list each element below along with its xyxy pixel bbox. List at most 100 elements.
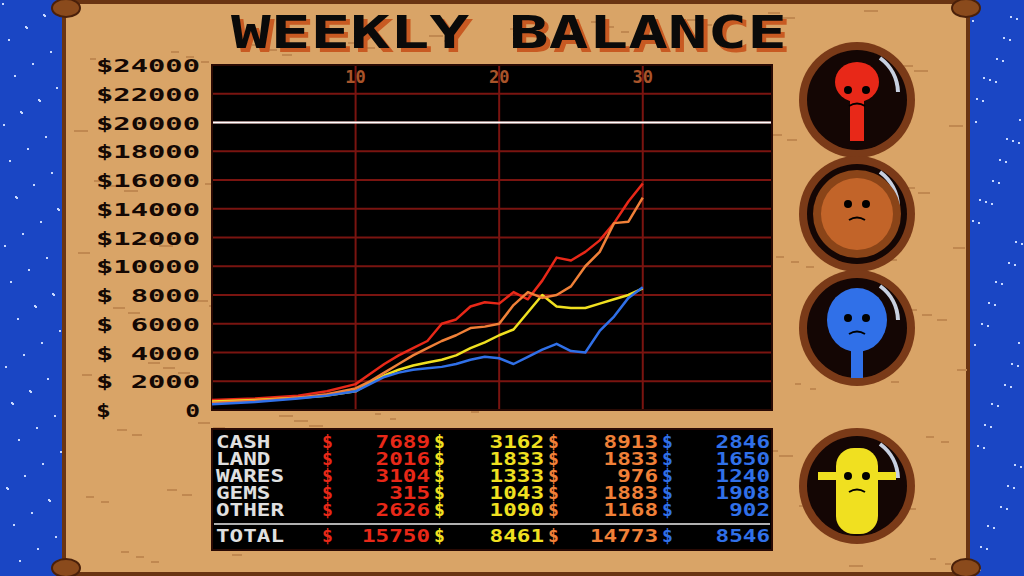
y-tick-label: $ 8000	[96, 285, 200, 306]
cell-value: 8461	[490, 525, 544, 546]
portrait-eye	[862, 200, 870, 208]
star	[32, 63, 34, 65]
currency-sign: $	[662, 525, 673, 546]
grid-line-y	[212, 380, 772, 382]
plot-area	[212, 65, 772, 410]
star	[10, 281, 12, 283]
portrait-ring	[799, 428, 915, 544]
series-line	[212, 198, 643, 403]
grid-line-y	[212, 179, 772, 181]
star	[23, 354, 25, 356]
star	[1005, 161, 1007, 163]
star	[38, 99, 40, 101]
player-portrait	[799, 428, 915, 544]
star	[48, 499, 50, 501]
portrait-figure	[818, 472, 896, 480]
cell-value: 902	[729, 499, 770, 520]
star	[47, 378, 49, 380]
title: WEEKLY BALANCE	[231, 7, 787, 58]
y-tick-label: $16000	[96, 170, 200, 191]
star	[42, 463, 44, 465]
texture-mark	[390, 418, 396, 420]
star	[983, 447, 985, 449]
star	[1001, 283, 1003, 285]
star	[1018, 142, 1020, 144]
texture-mark	[945, 563, 951, 565]
star	[1008, 262, 1010, 264]
texture-mark	[914, 70, 928, 72]
star	[1021, 243, 1023, 245]
scroll-curl	[52, 559, 80, 576]
texture-mark	[309, 425, 323, 427]
texture-mark	[779, 455, 793, 457]
star	[980, 546, 982, 548]
star	[1018, 342, 1020, 344]
currency-sign: $	[322, 525, 333, 546]
star	[974, 344, 976, 346]
texture-mark	[132, 434, 142, 436]
star	[2, 3, 4, 5]
star	[975, 121, 977, 123]
texture-mark	[117, 429, 127, 431]
star	[1006, 138, 1008, 140]
texture-mark	[86, 496, 94, 498]
star	[4, 245, 6, 247]
texture-mark	[151, 561, 159, 563]
star	[45, 136, 47, 138]
texture-mark	[795, 383, 801, 385]
texture-mark	[930, 558, 936, 560]
star	[1010, 386, 1012, 388]
star	[977, 445, 979, 447]
star	[33, 184, 35, 186]
star	[55, 536, 57, 538]
texture-mark	[167, 489, 177, 491]
star	[26, 27, 28, 29]
portrait-figure	[851, 348, 863, 378]
star	[992, 180, 994, 182]
star	[988, 302, 990, 304]
texture-mark	[78, 252, 90, 254]
portrait-mouth	[849, 218, 865, 221]
star	[979, 199, 981, 201]
y-tick-label: $24000	[96, 55, 200, 76]
star	[12, 403, 14, 405]
texture-mark	[375, 413, 381, 415]
star	[1020, 466, 1022, 468]
texture-mark	[163, 367, 175, 369]
texture-mark	[113, 307, 125, 309]
star	[22, 233, 24, 235]
star	[20, 111, 22, 113]
player-portrait	[799, 270, 915, 386]
grid-line-x	[355, 65, 357, 410]
y-tick-label: $10000	[96, 256, 200, 277]
series-line	[212, 288, 643, 401]
texture-mark	[205, 183, 211, 185]
star	[43, 14, 45, 16]
star	[60, 451, 62, 453]
player-portrait	[799, 156, 915, 272]
texture-mark	[891, 381, 899, 383]
star	[49, 500, 51, 502]
star	[37, 548, 39, 550]
star	[41, 342, 43, 344]
currency-sign: $	[434, 525, 445, 546]
texture-mark	[232, 554, 242, 556]
star	[50, 51, 52, 53]
star	[993, 527, 995, 529]
portrait-shine	[880, 58, 898, 92]
cell-value: 2626	[376, 499, 430, 520]
star	[1011, 363, 1013, 365]
star	[17, 318, 19, 320]
grid-line-y	[212, 122, 772, 124]
star	[1004, 384, 1006, 386]
grid-line-y	[212, 294, 772, 296]
star	[995, 81, 997, 83]
portrait-figure	[836, 448, 878, 534]
texture-mark	[910, 508, 916, 510]
portrait-mouth	[849, 104, 865, 107]
star	[991, 403, 993, 405]
grid-line-y	[212, 208, 772, 210]
texture-mark	[949, 125, 963, 127]
grid-line-y	[212, 265, 772, 267]
star	[8, 39, 10, 41]
